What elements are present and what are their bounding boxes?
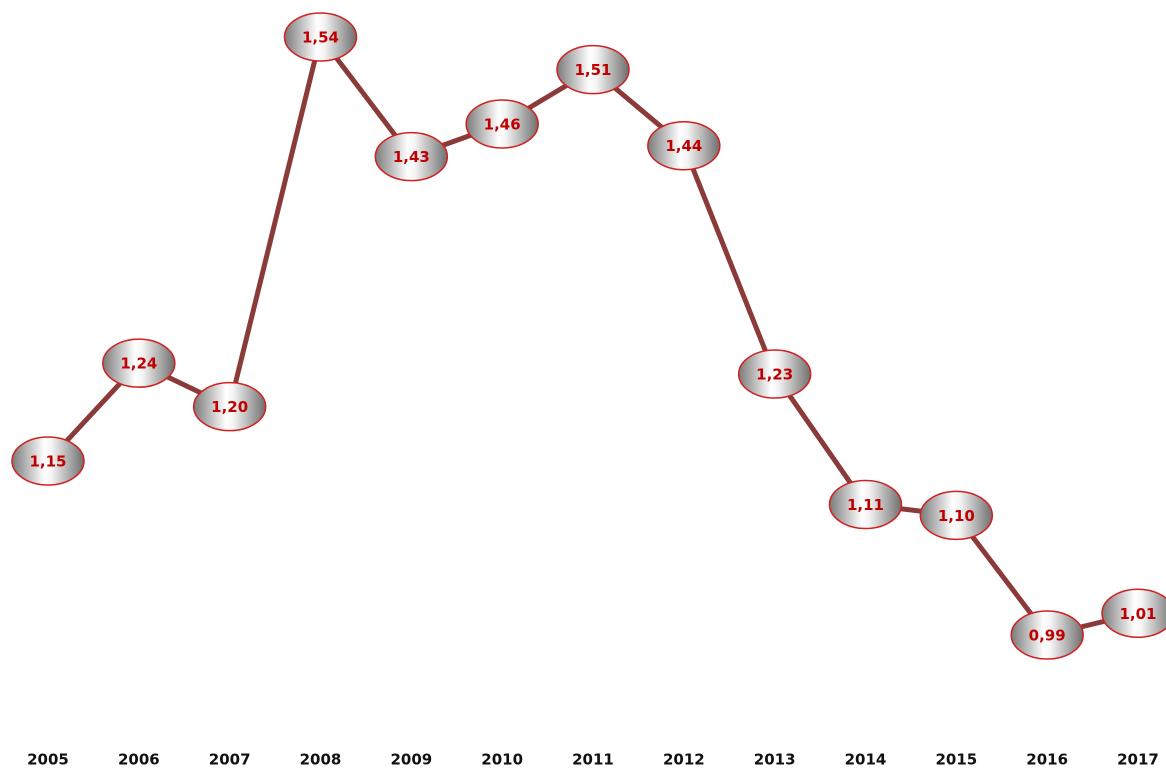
value-label: 0,99 — [1029, 627, 1066, 645]
x-tick-label: 2009 — [390, 751, 432, 769]
data-point — [102, 338, 176, 388]
value-label: 1,15 — [29, 453, 66, 471]
data-point — [737, 349, 812, 399]
value-label: 1,11 — [847, 496, 884, 514]
value-label: 1,44 — [665, 137, 702, 155]
value-label: 1,23 — [756, 366, 793, 384]
x-tick-label: 2015 — [935, 751, 977, 769]
value-label: 1,10 — [938, 507, 975, 525]
data-point — [647, 120, 721, 171]
x-tick-label: 2006 — [118, 751, 160, 769]
value-label: 1,24 — [120, 355, 157, 373]
data-point — [1010, 610, 1084, 660]
x-tick-label: 2007 — [209, 751, 251, 769]
data-point — [283, 12, 358, 62]
value-label: 1,54 — [302, 29, 339, 47]
data-point — [828, 479, 903, 530]
data-point — [11, 436, 85, 486]
x-tick-label: 2010 — [481, 751, 523, 769]
x-tick-label: 2016 — [1026, 751, 1068, 769]
value-label: 1,46 — [484, 115, 521, 133]
data-point — [465, 99, 539, 149]
data-line — [46, 34, 1139, 638]
value-label: 1,20 — [211, 398, 248, 416]
x-tick-label: 2011 — [572, 751, 614, 769]
x-tick-label: 2017 — [1117, 751, 1159, 769]
value-label: 1,51 — [574, 61, 611, 79]
x-tick-label: 2005 — [27, 751, 69, 769]
data-point — [1101, 588, 1166, 638]
x-tick-label: 2014 — [845, 751, 887, 769]
x-tick-label: 2013 — [754, 751, 796, 769]
data-point — [556, 44, 630, 95]
data-point — [192, 381, 267, 432]
x-tick-label: 2012 — [663, 751, 705, 769]
data-point — [374, 131, 449, 182]
value-label: 1,01 — [1119, 605, 1156, 623]
data-point — [919, 490, 994, 541]
x-tick-label: 2008 — [300, 751, 342, 769]
value-label: 1,43 — [393, 148, 430, 166]
